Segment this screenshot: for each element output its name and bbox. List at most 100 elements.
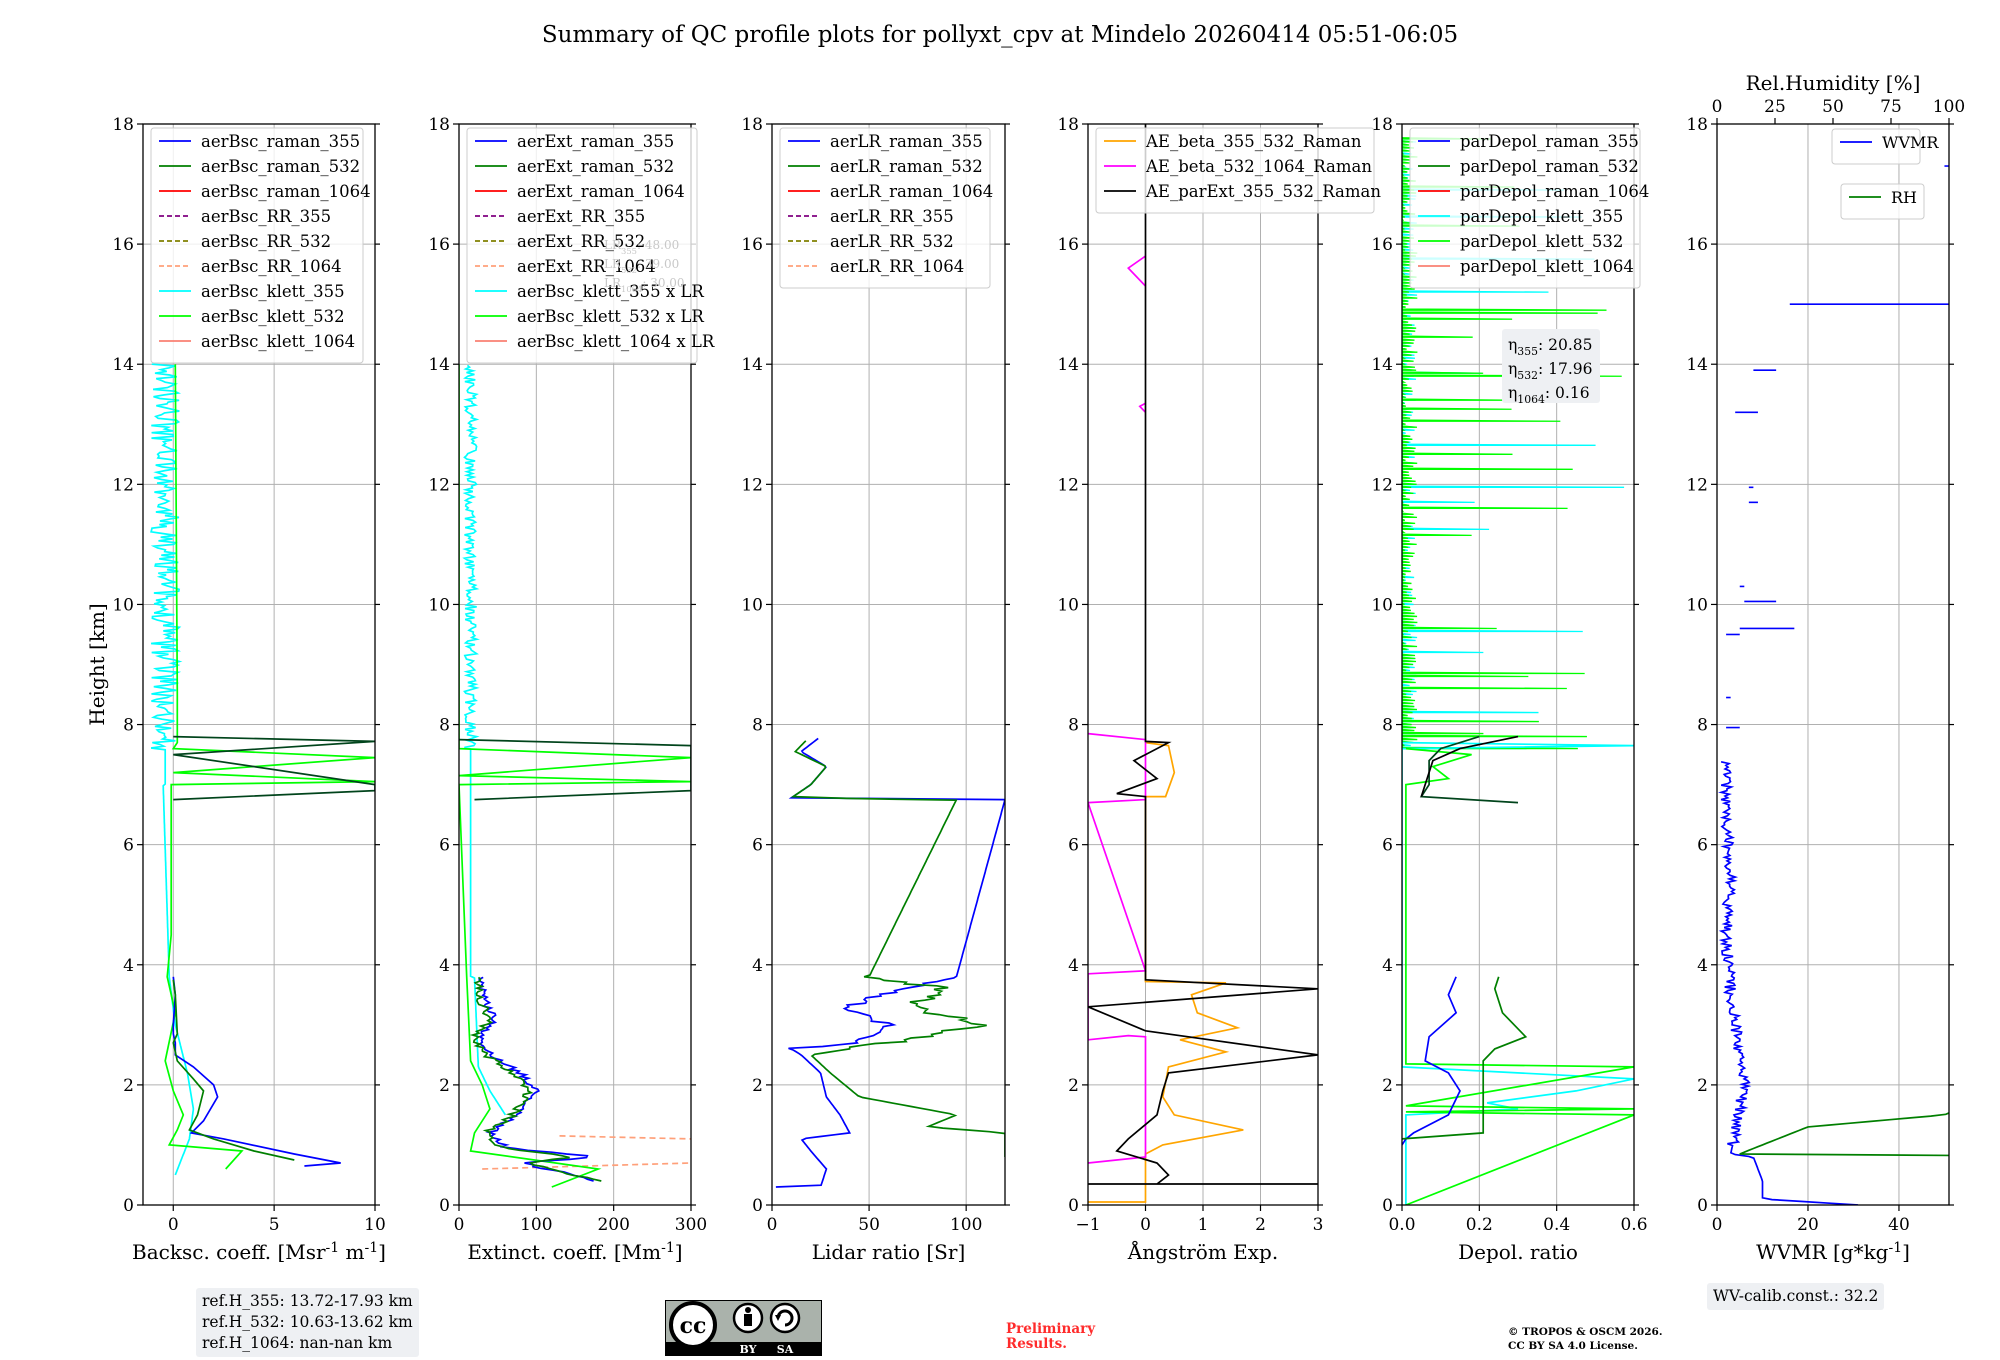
y-tick-label: 0 — [1068, 1196, 1079, 1216]
x-tick-label: 0 — [454, 1215, 465, 1235]
y-tick-label: 2 — [1382, 1076, 1393, 1096]
x-tick-label: 2 — [1255, 1215, 1266, 1235]
top-tick-label: 75 — [1880, 97, 1902, 117]
lr-label: LR532: 39.00 — [604, 257, 679, 275]
wv-calibration-box: WV-calib.const.: 32.2 — [1707, 1283, 1885, 1310]
panel-extinction: 0 100 200 300 0 2 4 6 8 10 12 14 16 18 Extinct. coeff.… — [428, 115, 715, 1264]
series-group — [1402, 137, 1634, 1205]
y-tick-label: 8 — [1382, 716, 1393, 736]
wv-calibration-text: WV-calib.const.: 32.2 — [1713, 1287, 1879, 1305]
x-tick-label: 1 — [1198, 1215, 1209, 1235]
series-aerBsc_raman_532_cloud — [173, 735, 375, 801]
x-tick-label: 5 — [269, 1215, 280, 1235]
y-tick-label: 4 — [752, 956, 763, 976]
y-tick-label: 8 — [1068, 716, 1079, 736]
legend-label: WVMR — [1882, 133, 1939, 152]
y-tick-label: 16 — [112, 235, 134, 255]
series-AE_beta_532_1064_Raman_top2 — [1127, 255, 1147, 287]
legend-label: aerExt_raman_355 — [517, 132, 674, 151]
series-group — [459, 364, 691, 1188]
series-group — [1718, 165, 1949, 1205]
legend-box — [1840, 183, 1925, 220]
y-tick-label: 2 — [123, 1076, 134, 1096]
ref-height-1064: ref.H_1064: nan-nan km — [202, 1334, 393, 1352]
series-aerExt_RR_1064b — [559, 1135, 691, 1140]
y-tick-label: 6 — [752, 836, 763, 856]
x-axis-label: Depol. ratio — [1458, 1240, 1578, 1264]
y-tick-label: 0 — [1697, 1196, 1708, 1216]
panel-depolarization: 0.0 0.2 0.4 0.6 0 2 4 6 8 10 12 14 16 18 Depol. ratio p… — [1371, 115, 1649, 1264]
legend-label: aerLR_raman_355 — [830, 132, 983, 151]
x-tick-label: 0.6 — [1620, 1215, 1647, 1235]
y-tick-label: 0 — [439, 1196, 450, 1216]
top-tick-label: 25 — [1764, 97, 1786, 117]
series-aerBsc_klett_355 — [150, 363, 195, 1176]
y-tick-label: 8 — [752, 716, 763, 736]
legend-box — [150, 127, 364, 364]
legend-label: aerBsc_RR_532 — [201, 232, 331, 251]
series-parDepol_raman_532 — [1402, 976, 1528, 1140]
legend-label: aerBsc_RR_1064 — [201, 257, 342, 276]
legend-label: parDepol_raman_355 — [1460, 132, 1639, 151]
cc-by-sa-badge: cc BY SA — [665, 1300, 822, 1356]
y-tick-label: 4 — [1068, 956, 1079, 976]
x-tick-label: 40 — [1888, 1215, 1910, 1235]
legend-box — [1831, 128, 1921, 165]
legend-label: aerBsc_raman_355 — [201, 132, 360, 151]
legend-label: parDepol_klett_532 — [1460, 232, 1623, 251]
series-AE_parExt_355_532_Raman — [1088, 124, 1318, 1185]
legend-label: aerExt_RR_532 — [517, 232, 645, 251]
x-axis-label: Ångström Exp. — [1127, 1239, 1278, 1264]
y-tick-label: 18 — [428, 115, 450, 135]
x-tick-label: 0 — [1140, 1215, 1151, 1235]
y-tick-label: 2 — [752, 1076, 763, 1096]
series-aerBsc_raman_355 — [172, 976, 341, 1167]
top-tick-label: 0 — [1712, 97, 1723, 117]
y-tick-label: 0 — [752, 1196, 763, 1216]
y-tick-label: 14 — [112, 355, 134, 375]
legend-box — [466, 127, 698, 364]
y-tick-label: 0 — [123, 1196, 134, 1216]
y-tick-label: 4 — [439, 956, 450, 976]
legend-box — [779, 127, 991, 289]
series-parDepol_raman_355 — [1402, 976, 1461, 1146]
series-aerLR_raman_532 — [790, 740, 1005, 1157]
y-tick-label: 2 — [1068, 1076, 1079, 1096]
eta-label: η1064: 0.16 — [1508, 384, 1590, 406]
series-parDepol_raman_355_cloud — [1420, 735, 1519, 797]
preliminary-line-1: Preliminary — [1006, 1321, 1096, 1337]
legend-label: aerBsc_klett_355 — [201, 282, 345, 301]
y-tick-label: 18 — [1371, 115, 1393, 135]
y-tick-label: 12 — [1371, 475, 1393, 495]
legend-label: aerBsc_klett_355 x LR — [517, 282, 704, 301]
legend-label: aerBsc_klett_1064 — [201, 332, 355, 351]
ref-height-532: ref.H_532: 10.63-13.62 km — [202, 1313, 413, 1331]
y-tick-label: 10 — [741, 595, 763, 615]
eta-label: η355: 20.85 — [1508, 336, 1593, 358]
legend-label: aerLR_RR_1064 — [830, 257, 964, 276]
y-tick-label: 18 — [1057, 115, 1079, 135]
axes-frame — [1716, 123, 1950, 1206]
series-AE_beta_532_1064_Raman_top — [1138, 402, 1147, 413]
copyright-line-2: CC BY SA 4.0 License. — [1508, 1340, 1638, 1352]
series-aerExt_raman_355 — [474, 976, 594, 1182]
y-tick-label: 0 — [1382, 1196, 1393, 1216]
y-tick-label: 16 — [1057, 235, 1079, 255]
copyright-line-1: © TROPOS & OSCM 2026. — [1508, 1326, 1663, 1338]
series-AE_beta_532_1064_Raman — [1088, 732, 1147, 1164]
y-tick-label: 6 — [1068, 836, 1079, 856]
figure-title: Summary of QC profile plots for pollyxt_… — [541, 22, 1459, 48]
y-tick-label: 2 — [439, 1076, 450, 1096]
badge-sa-label: SA — [777, 1343, 794, 1356]
x-tick-label: 20 — [1797, 1215, 1819, 1235]
y-tick-label: 2 — [1697, 1076, 1708, 1096]
y-tick-label: 10 — [1371, 595, 1393, 615]
legend-label: aerLR_RR_532 — [830, 232, 954, 251]
y-tick-label: 16 — [428, 235, 450, 255]
y-tick-label: 10 — [112, 595, 134, 615]
axes-frame — [142, 123, 376, 1206]
copyright-notice: © TROPOS & OSCM 2026. CC BY SA 4.0 Licen… — [1508, 1325, 1663, 1353]
series-parDepol_klett_532 — [1405, 747, 1634, 1205]
